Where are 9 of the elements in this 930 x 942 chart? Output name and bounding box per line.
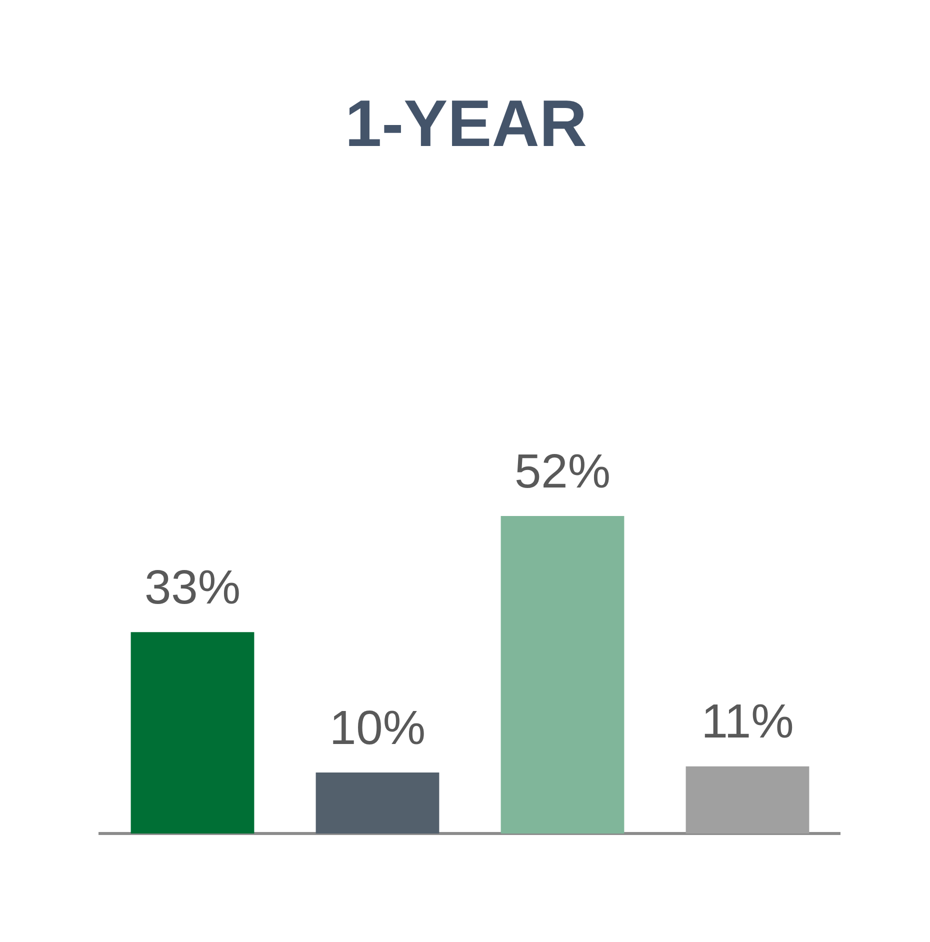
bar [686, 766, 810, 834]
data-label: 10% [329, 702, 426, 755]
data-label: 33% [144, 561, 241, 614]
bar [500, 516, 624, 834]
data-label: 52% [514, 445, 611, 498]
bar [316, 772, 440, 834]
bar [130, 632, 254, 834]
data-label: 11% [701, 696, 794, 749]
chart-title: 1-YEAR [344, 86, 588, 160]
